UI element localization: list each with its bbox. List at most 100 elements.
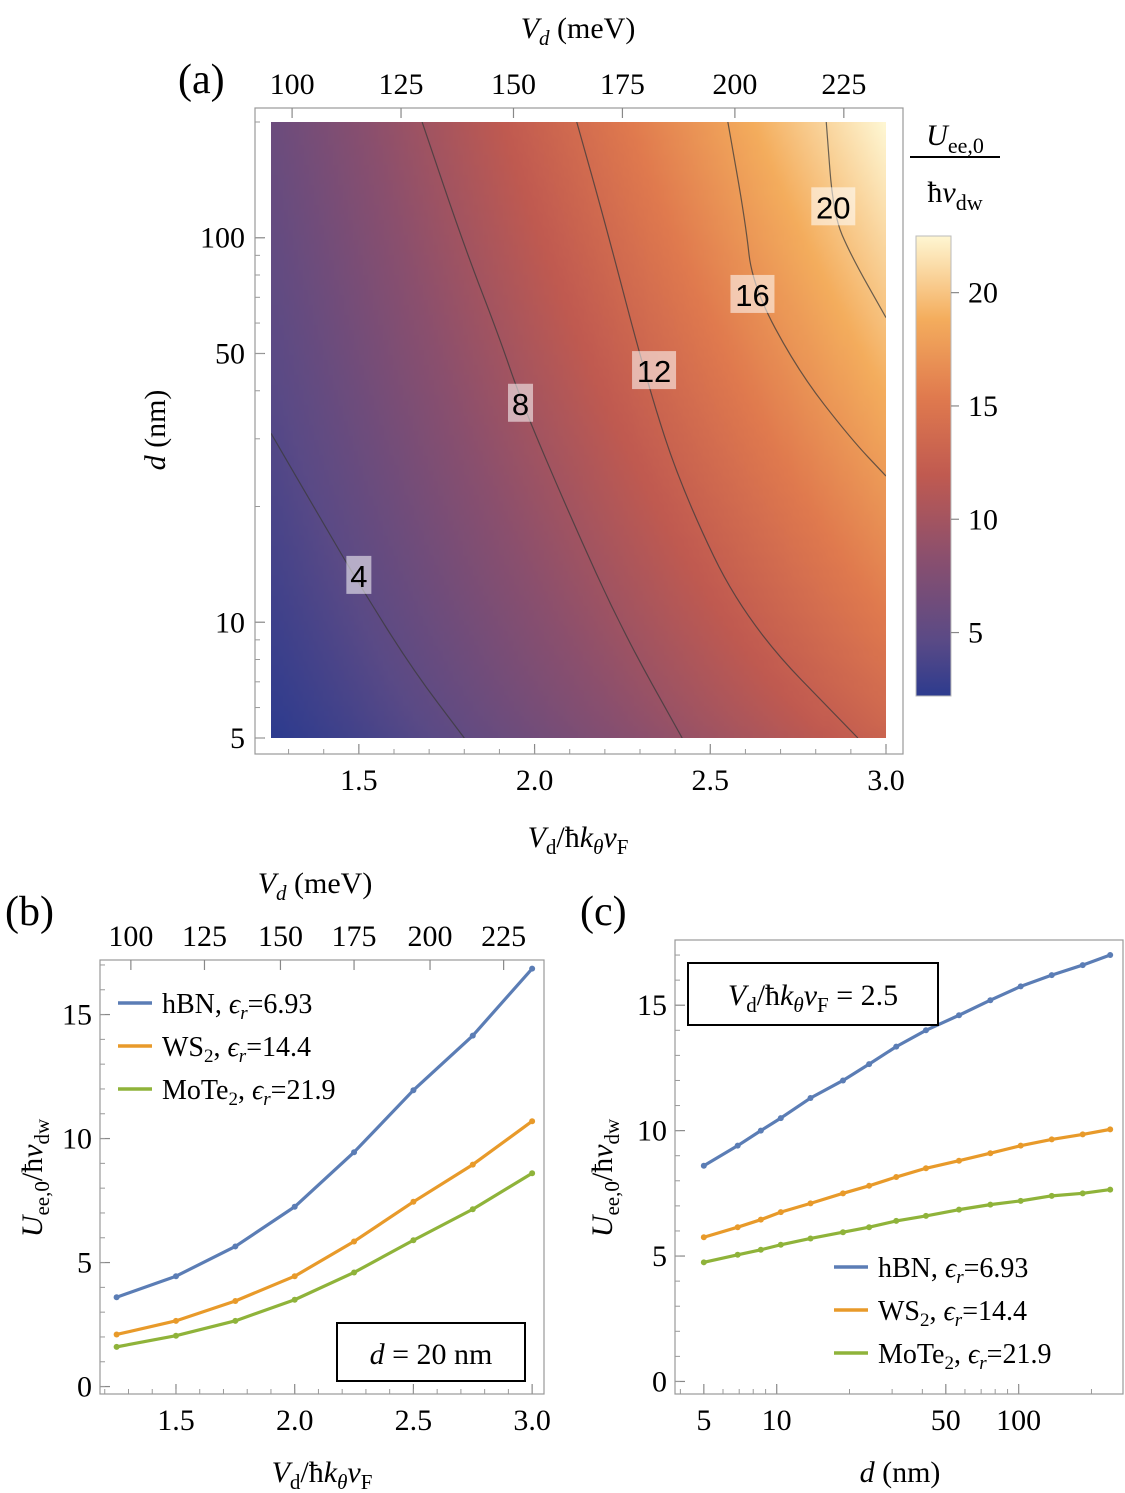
data-point: [1107, 1126, 1114, 1133]
data-point: [469, 1161, 476, 1168]
x-tick-label: 2.0: [516, 764, 554, 797]
panel-b-x-axis-label: Vd/ħkθvF: [272, 1456, 373, 1493]
data-point: [1079, 1131, 1086, 1138]
x-tick-label: 5: [696, 1404, 711, 1437]
data-point: [956, 1206, 963, 1213]
y-tick-label: 0: [77, 1371, 92, 1404]
panel-a-frame: [254, 107, 904, 755]
x-tick-label: 10: [762, 1404, 792, 1437]
data-point: [232, 1317, 239, 1324]
panel-c-annotation-box: [687, 962, 939, 1026]
data-point: [410, 1198, 417, 1205]
x-tick-label: 2.5: [692, 764, 730, 797]
x-tick-label: 2.0: [276, 1404, 314, 1437]
panel-a-top-axis-label: Vd (meV): [521, 12, 636, 50]
data-point: [757, 1127, 764, 1134]
colorbar-label-denominator: ħvdw: [927, 176, 982, 215]
data-point: [757, 1216, 764, 1223]
panel-c-x-ticks: 5 10 50 100: [679, 1384, 1092, 1437]
data-point: [232, 1298, 239, 1304]
contour-line-8: [421, 122, 683, 738]
top-tick-label: 200: [408, 920, 453, 953]
top-tick-label: 150: [491, 68, 536, 101]
data-point: [113, 1343, 120, 1350]
x-tick-label: 3.0: [867, 764, 905, 797]
data-point: [351, 1238, 358, 1245]
x-tick-label: 100: [996, 1404, 1041, 1437]
y-tick-label: 50: [215, 337, 245, 370]
data-point: [987, 1150, 994, 1157]
panel-b-annotation-box: [336, 1322, 526, 1382]
panel-c-x-axis-label: d (nm): [860, 1456, 941, 1489]
colorbar-tick-label: 15: [968, 390, 998, 423]
data-point: [529, 1118, 536, 1125]
panel-a-x-axis-label: Vd/ħkθvF: [528, 821, 629, 859]
data-point: [172, 1273, 179, 1280]
data-point: [291, 1296, 298, 1303]
panel-b-series: [113, 965, 536, 1350]
x-tick-label: 50: [931, 1404, 961, 1437]
panel-c-annotation: Vd/ħkθvF = 2.5: [687, 962, 939, 1026]
panel-b-legend: hBN, ϵr=6.93 WS2, ϵr=14.4 MoTe2, ϵr=21.9: [118, 989, 335, 1110]
data-point: [700, 1162, 707, 1169]
colorbar-label-numerator: Uee,0: [926, 119, 984, 158]
colorbar-tick-label: 10: [968, 503, 998, 536]
data-point: [893, 1217, 900, 1224]
data-point: [529, 1170, 536, 1177]
data-point: [840, 1077, 847, 1084]
panel-b-top-axis-label: Vd (meV): [258, 867, 373, 905]
contour-label-bg-4: [346, 555, 372, 594]
y-tick-label: 10: [62, 1123, 92, 1156]
contour-label-bg-8: [508, 383, 534, 422]
data-point: [987, 997, 994, 1004]
panel-b-label: (b): [5, 889, 54, 935]
data-point: [469, 1206, 476, 1213]
data-point: [987, 1201, 994, 1208]
legend-label-hbn: hBN, ϵr=6.93: [162, 989, 312, 1024]
data-point: [1048, 972, 1055, 979]
data-point: [1017, 1142, 1024, 1149]
panel-a-contour-labels: 4 8 12 16 20: [346, 187, 856, 594]
y-tick-label: 100: [200, 222, 245, 255]
data-point: [807, 1235, 814, 1242]
legend-label-ws2: WS2, ϵr=14.4: [162, 1032, 311, 1067]
panel-a-x-ticks: 1.5 2.0 2.5 3.0: [288, 744, 905, 797]
top-tick-label: 150: [258, 920, 303, 953]
x-tick-label: 3.0: [513, 1404, 551, 1437]
colorbar-tick-label: 20: [968, 277, 998, 310]
contour-label-12: 12: [637, 354, 671, 389]
data-point: [1107, 1186, 1114, 1193]
panel-b-x-ticks: 1.5 2.0 2.5 3.0: [104, 1384, 551, 1437]
top-tick-label: 100: [270, 68, 315, 101]
data-point: [1107, 952, 1114, 959]
data-point: [893, 1043, 900, 1050]
y-tick-label: 5: [77, 1247, 92, 1280]
data-point: [410, 1237, 417, 1244]
panel-c-legend: hBN, ϵr=6.93 WS2, ϵr=14.4 MoTe2, ϵr=21.9: [834, 1253, 1051, 1374]
top-tick-label: 175: [600, 68, 645, 101]
contour-label-16: 16: [735, 278, 769, 313]
data-point: [956, 1012, 963, 1019]
data-point: [1079, 1190, 1086, 1197]
data-point: [734, 1142, 741, 1149]
data-point: [1048, 1136, 1055, 1143]
data-point: [807, 1095, 814, 1102]
data-point: [410, 1087, 417, 1094]
panel-c-series: [700, 952, 1114, 1266]
y-tick-label: 15: [637, 989, 667, 1022]
panel-a-top-ticks: 100 125 150 175 200 225: [270, 68, 866, 118]
legend-label-hbn: hBN, ϵr=6.93: [878, 1253, 1028, 1288]
data-point: [893, 1174, 900, 1181]
data-point: [757, 1246, 764, 1253]
data-point: [172, 1317, 179, 1324]
y-tick-label: 10: [215, 606, 245, 639]
data-point: [922, 1212, 929, 1219]
contour-label-20: 20: [816, 190, 850, 225]
panel-b-y-axis-label: Uee,0/ħvdw: [16, 1118, 54, 1237]
data-point: [922, 1165, 929, 1172]
data-point: [777, 1241, 784, 1248]
data-point: [113, 1331, 120, 1338]
data-point: [291, 1273, 298, 1280]
contour-line-12: [576, 122, 859, 738]
